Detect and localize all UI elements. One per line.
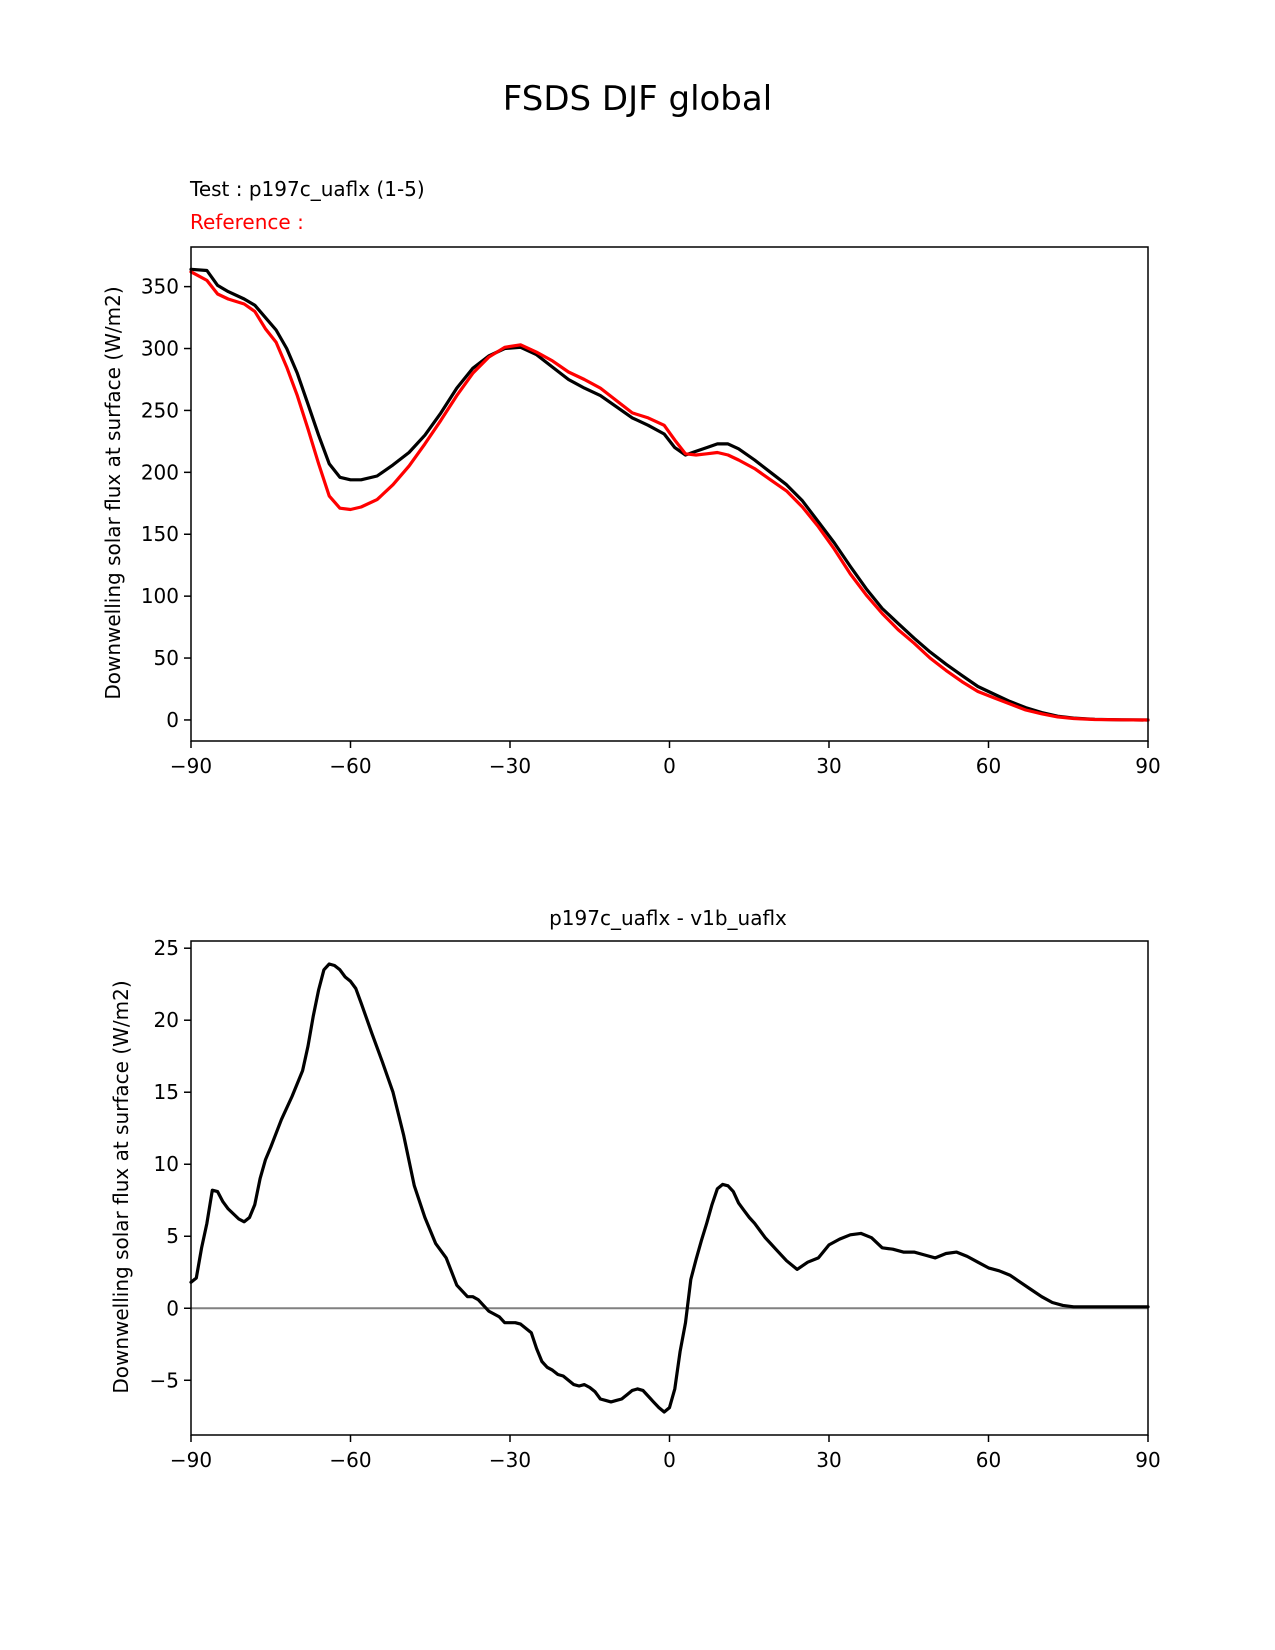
- bottom-panel: p197c_uaflx - v1b_uaflx Downwelling sola…: [109, 906, 1161, 1472]
- bottom-y-tick-label: 25: [154, 936, 179, 960]
- figure-title: FSDS DJF global: [503, 79, 772, 119]
- bottom-y-axis-label: Downwelling solar flux at surface (W/m2): [109, 980, 133, 1393]
- bottom-x-tick-label: 90: [1135, 1448, 1160, 1472]
- bottom-series-line-0: [189, 962, 1150, 1414]
- bottom-title: p197c_uaflx - v1b_uaflx: [549, 906, 787, 930]
- bottom-x-tick-label: −30: [489, 1448, 531, 1472]
- bottom-x-tick-label: 0: [663, 1448, 676, 1472]
- top-x-tick-label: 60: [976, 754, 1001, 778]
- top-y-tick-label: 100: [141, 584, 179, 608]
- bottom-y-tick-label: 5: [166, 1224, 179, 1248]
- top-y-tick-label: 350: [141, 275, 179, 299]
- top-y-tick-label: 200: [141, 460, 179, 484]
- top-y-tick-label: 150: [141, 522, 179, 546]
- top-panel: Test : p197c_uaflx (1-5) Reference : Dow…: [101, 177, 1161, 778]
- bottom-y-tick-label: 10: [154, 1152, 179, 1176]
- bottom-x-tick-label: −60: [329, 1448, 371, 1472]
- bottom-y-tick-label: 20: [154, 1008, 179, 1032]
- test-label: Test : p197c_uaflx (1-5): [189, 177, 425, 201]
- top-y-tick-label: 300: [141, 337, 179, 361]
- reference-label: Reference :: [190, 210, 304, 234]
- bottom-y-tick-label: 0: [166, 1296, 179, 1320]
- top-y-tick-label: 250: [141, 398, 179, 422]
- top-x-tick-label: 90: [1135, 754, 1160, 778]
- top-series-line-1: [189, 270, 1150, 722]
- bottom-y-tick-label: −5: [150, 1368, 179, 1392]
- bottom-x-tick-label: 60: [976, 1448, 1001, 1472]
- top-y-tick-label: 50: [154, 646, 179, 670]
- bottom-y-tick-label: 15: [154, 1080, 179, 1104]
- top-x-tick-label: 0: [663, 754, 676, 778]
- top-y-tick-label: 0: [166, 708, 179, 732]
- top-x-tick-label: 30: [816, 754, 841, 778]
- top-axes: −90 −60 −30 0 30 60 90 0 50 100 150 200 250 300 350: [141, 246, 1161, 778]
- top-x-tick-label: −90: [170, 754, 212, 778]
- bottom-x-tick-label: 30: [816, 1448, 841, 1472]
- bottom-axes-frame: [190, 940, 1149, 1436]
- bottom-x-tick-label: −90: [170, 1448, 212, 1472]
- top-axes-frame: [190, 246, 1149, 742]
- top-series-line-0: [189, 267, 1150, 722]
- top-x-tick-label: −30: [489, 754, 531, 778]
- top-x-tick-label: −60: [329, 754, 371, 778]
- top-y-axis-label: Downwelling solar flux at surface (W/m2): [101, 286, 125, 699]
- bottom-axes: −90 −60 −30 0 30 60 90 −5 0 5 10 15 20 25: [150, 936, 1161, 1472]
